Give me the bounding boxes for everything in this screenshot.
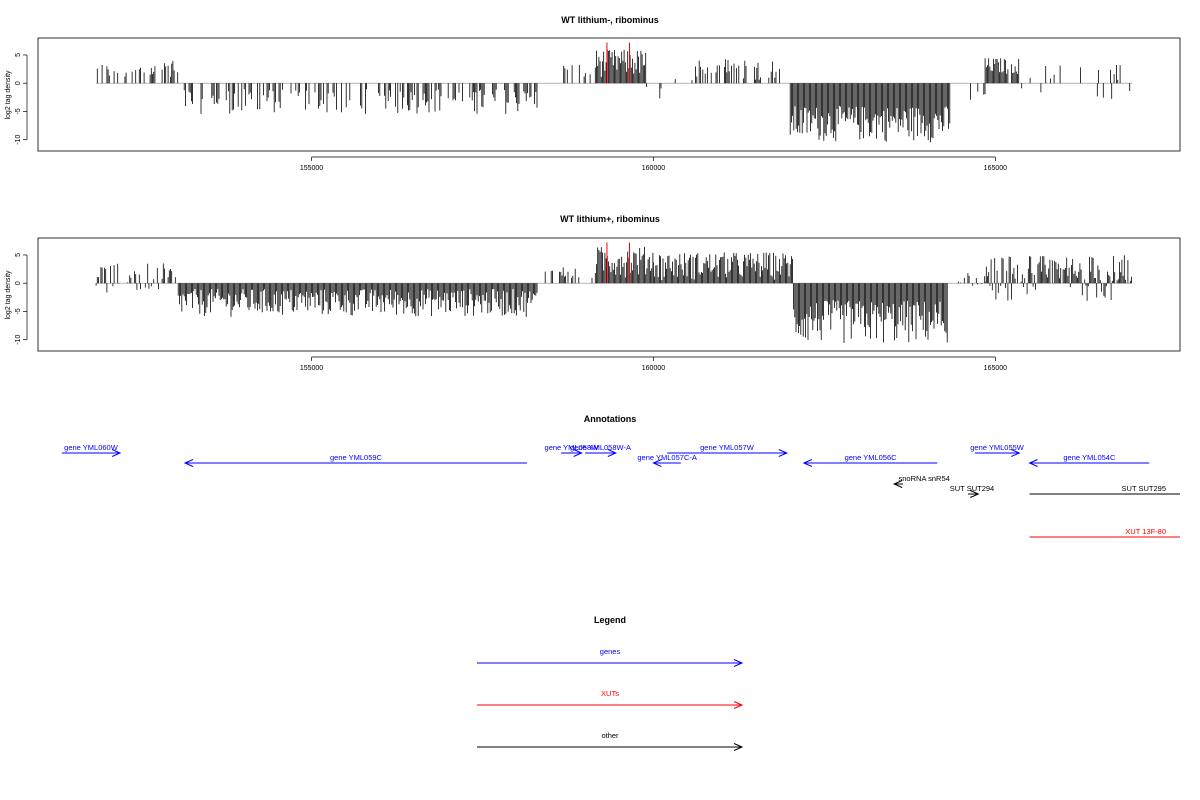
arrowhead — [733, 701, 744, 709]
panel-1-frame — [37, 37, 1181, 152]
legend-panel: Legend genes XUTs other — [477, 615, 744, 751]
legend-label: genes — [600, 647, 621, 656]
annotation-label: gene YML058W-A — [570, 443, 631, 452]
annotation-label: gene YML058W — [545, 443, 600, 452]
panel-1-ylabel: log2 tag density — [5, 70, 12, 120]
annotation-label: gene YML057C-A — [637, 453, 696, 462]
arrowhead — [573, 449, 583, 457]
legend-items: genes XUTs other — [477, 647, 744, 751]
annotation-feature: SUT SUT295 — [1029, 484, 1180, 495]
x-tick-label: 160000 — [642, 165, 665, 172]
annotation-label: gene YML060W — [64, 443, 119, 452]
arrowhead — [733, 659, 744, 667]
annotation-label: SUT SUT294 — [950, 484, 994, 493]
annotation-label: gene YML059C — [330, 453, 383, 462]
panel-2-frame — [37, 237, 1181, 352]
x-tick-label: 165000 — [984, 365, 1007, 372]
x-tick-label: 155000 — [300, 365, 323, 372]
y-tick-label: -5 — [15, 308, 22, 314]
y-tick-label: 0 — [15, 81, 22, 85]
panel-2-x-axis: 155000 160000 165000 — [300, 356, 1007, 372]
panel-1-bars — [96, 42, 1133, 143]
annotation-feature: gene YML055W — [970, 443, 1025, 457]
panel-2-y-axis: 5 0 -5 -10 — [15, 253, 28, 345]
arrowhead — [778, 449, 789, 457]
legend-label: other — [601, 731, 619, 740]
panel-1-x-axis: 155000 160000 165000 — [300, 156, 1007, 172]
annotations-title: Annotations — [584, 414, 637, 424]
arrowhead — [1028, 459, 1038, 467]
arrowhead — [1011, 449, 1021, 457]
annotations-panel: Annotations gene YML060W gene YML059C gene… — [61, 414, 1180, 538]
arrowhead — [970, 490, 980, 498]
annotation-feature: gene YML054C — [1028, 453, 1150, 467]
panel-1-y-axis: 5 0 -5 -10 — [15, 53, 28, 145]
annotation-feature: gene YML057W — [667, 443, 789, 457]
panel-2-ylabel: log2 tag density — [5, 270, 12, 320]
arrowhead — [652, 459, 662, 467]
annotation-feature: gene YML059C — [183, 453, 527, 467]
arrowhead — [733, 743, 744, 751]
annotation-label: gene YML056C — [845, 453, 898, 462]
y-tick-label: -10 — [15, 135, 22, 145]
annotation-feature: gene YML058W-A — [570, 443, 631, 457]
panel-lithium-minus: WT lithium-, ribominus log2 tag density … — [5, 15, 1181, 172]
annotation-feature: XUT 13F-80 — [1029, 527, 1180, 538]
annotation-feature: gene YML056C — [802, 453, 938, 467]
x-tick-label: 165000 — [984, 165, 1007, 172]
annotation-label: XUT 13F-80 — [1125, 527, 1166, 536]
panel-1-title: WT lithium-, ribominus — [561, 15, 659, 25]
x-tick-label: 155000 — [300, 165, 323, 172]
annotation-feature: gene YML060W — [61, 443, 122, 457]
panel-2-bars — [95, 242, 1133, 343]
arrowhead — [802, 459, 813, 467]
annotation-feature: gene YML057C-A — [637, 453, 697, 467]
annotation-label: gene YML055W — [970, 443, 1025, 452]
annotation-feature: snoRNA snR54 — [892, 474, 950, 488]
arrowhead — [607, 449, 618, 457]
legend-title: Legend — [594, 615, 626, 625]
x-tick-label: 160000 — [642, 365, 665, 372]
legend-item: genes — [477, 647, 744, 667]
arrowhead — [892, 480, 903, 488]
arrowhead — [183, 459, 194, 467]
annotation-label: SUT SUT295 — [1122, 484, 1166, 493]
y-tick-label: 5 — [15, 253, 22, 257]
annotation-label: gene YML054C — [1063, 453, 1116, 462]
annotation-label: snoRNA snR54 — [899, 474, 950, 483]
y-tick-label: -10 — [15, 335, 22, 345]
legend-item: other — [477, 731, 744, 751]
legend-item: XUTs — [477, 689, 744, 709]
annotation-feature: gene YML058W — [545, 443, 600, 457]
annotation-label: gene YML057W — [700, 443, 755, 452]
y-tick-label: -5 — [15, 108, 22, 114]
annotation-feature: SUT SUT294 — [950, 484, 994, 498]
arrowhead — [111, 449, 122, 457]
panel-2-title: WT lithium+, ribominus — [560, 214, 660, 224]
y-tick-label: 5 — [15, 53, 22, 57]
legend-label: XUTs — [601, 689, 619, 698]
y-tick-label: 0 — [15, 281, 22, 285]
panel-lithium-plus: WT lithium+, ribominus log2 tag density … — [5, 214, 1181, 372]
